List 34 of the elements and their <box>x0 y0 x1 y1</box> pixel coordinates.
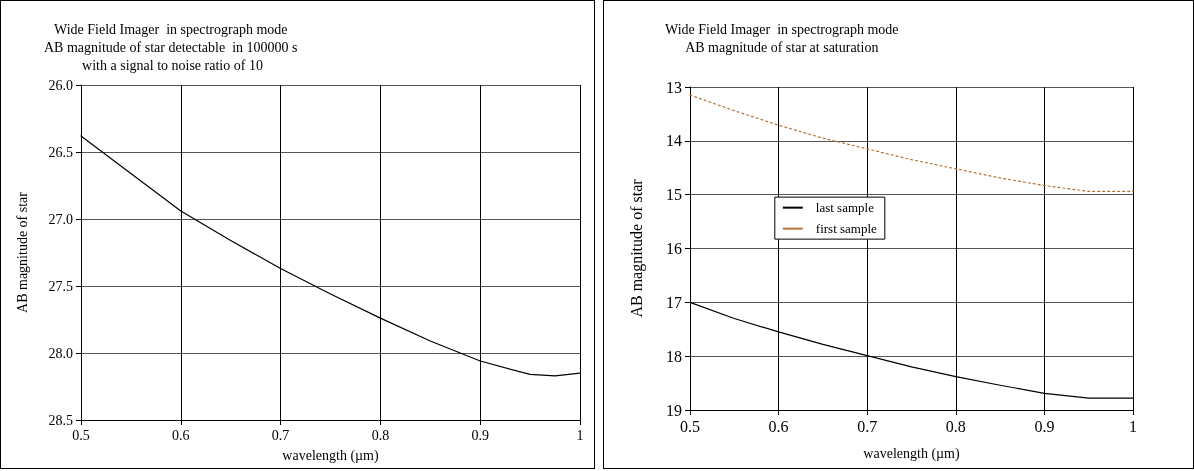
y-axis-title: AB magnitude of star <box>627 178 646 318</box>
y-tick-label: 17 <box>666 293 682 311</box>
x-tick-label: 0.9 <box>1034 417 1055 435</box>
x-tick-label: 0.7 <box>271 427 290 443</box>
line-series <box>689 94 1134 193</box>
chart-title: Wide Field Imager in spectrograph mode AB magnitude of star detectable in 100000 s with a signal to noise ratio of 10 <box>44 21 298 73</box>
y-tick-label: 26.5 <box>48 144 73 160</box>
x-tick-label: 0.9 <box>471 427 489 443</box>
x-tick-label: 1 <box>576 427 584 443</box>
x-tick-label: 0.6 <box>768 417 789 435</box>
x-tick-label: 0.8 <box>371 427 390 443</box>
y-tick-label: 27.5 <box>48 278 73 294</box>
x-tick-label: 0.7 <box>857 417 878 435</box>
x-axis-title: wavelength (µm) <box>282 447 379 464</box>
x-tick-label: 0.6 <box>172 427 190 443</box>
chart-title: Wide Field Imager in spectrograph mode AB magnitude of star at saturation <box>665 21 899 55</box>
x-tick-label: 1 <box>1129 417 1137 435</box>
y-tick-label: 14 <box>666 132 682 150</box>
legend-label: last sample <box>815 200 875 216</box>
y-tick-label: 16 <box>666 240 682 257</box>
y-tick-label: 15 <box>666 186 682 204</box>
y-tick-label: 13 <box>666 78 682 96</box>
y-tick-label: 26.0 <box>48 77 73 93</box>
x-tick-label: 0.5 <box>72 427 90 443</box>
legend-label: first sample <box>815 221 878 237</box>
x-axis-title: wavelength (µm) <box>863 445 960 462</box>
y-tick-label: 19 <box>666 401 682 419</box>
y-tick-label: 28.0 <box>48 345 73 361</box>
y-axis-title: AB magnitude of star <box>14 191 30 313</box>
y-tick-label: 27.0 <box>48 211 73 227</box>
x-tick-label: 0.8 <box>945 417 966 435</box>
x-tick-label: 0.5 <box>680 417 700 435</box>
y-tick-label: 18 <box>666 347 682 365</box>
y-tick-label: 28.5 <box>48 412 73 428</box>
